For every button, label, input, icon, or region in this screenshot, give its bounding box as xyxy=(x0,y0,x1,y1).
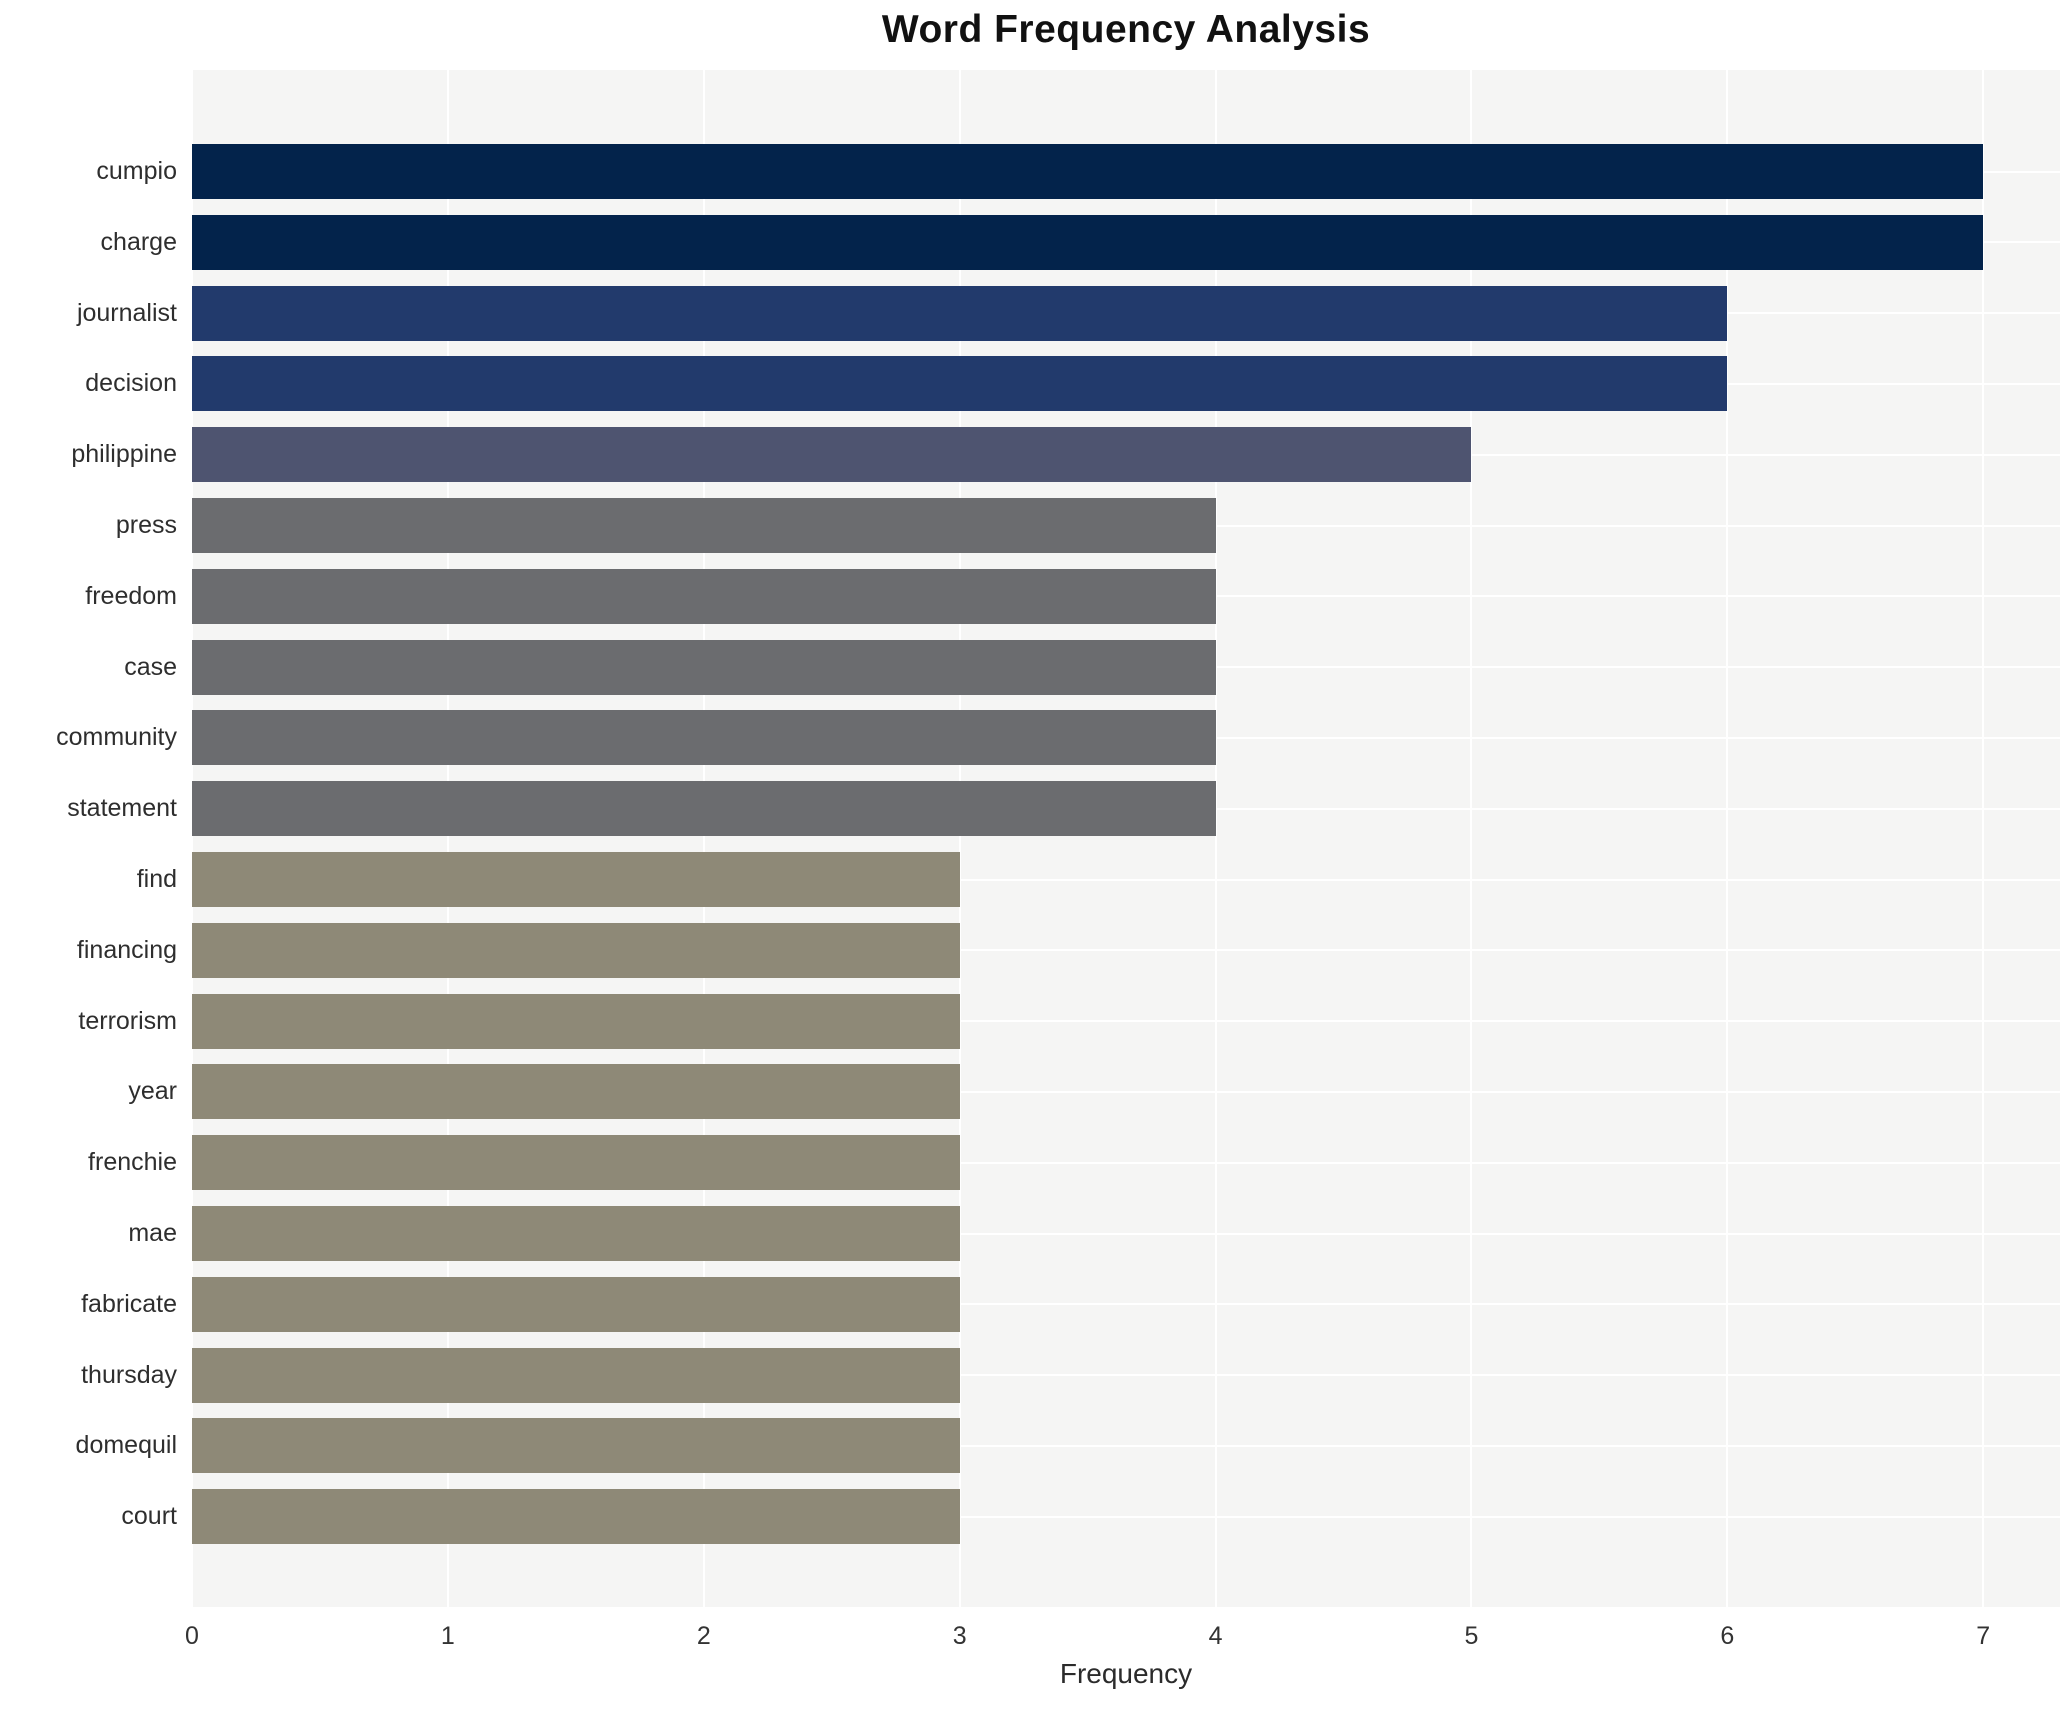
gridline-horizontal xyxy=(192,878,2060,881)
gridline-horizontal xyxy=(192,1232,2060,1235)
y-axis-labels: cumpio charge journalist decision philippine… xyxy=(0,70,183,1607)
gridline-horizontal xyxy=(192,1303,2060,1306)
y-tick-label: find xyxy=(136,865,177,893)
x-tick-label: 1 xyxy=(440,1622,455,1650)
bar xyxy=(192,568,1216,624)
bar xyxy=(192,214,1984,270)
bar xyxy=(192,710,1216,766)
bar xyxy=(192,285,1728,341)
bar xyxy=(192,781,1216,837)
gridline-horizontal xyxy=(192,1374,2060,1377)
gridline-horizontal xyxy=(192,949,2060,952)
bar xyxy=(192,1276,960,1332)
y-tick-label: terrorism xyxy=(78,1006,177,1035)
y-tick-label: court xyxy=(121,1502,177,1531)
gridline-horizontal xyxy=(192,1515,2060,1518)
bar xyxy=(192,498,1216,553)
x-axis-title: Frequency xyxy=(1059,1658,1193,1689)
y-tick-label: journalist xyxy=(76,298,177,327)
chart-title: Word Frequency Analysis xyxy=(881,8,1371,51)
gridline-vertical xyxy=(1982,70,1985,1607)
bar xyxy=(192,427,1472,483)
x-tick-label: 2 xyxy=(696,1622,711,1650)
bar xyxy=(192,993,960,1049)
y-tick-label: cumpio xyxy=(96,157,177,185)
y-tick-label: decision xyxy=(85,369,177,398)
x-tick-label: 7 xyxy=(1976,1622,1991,1650)
x-tick-label: 3 xyxy=(952,1622,967,1650)
gridline-vertical xyxy=(958,70,961,1607)
bar xyxy=(192,639,1216,695)
y-tick-label: charge xyxy=(100,227,177,256)
bar xyxy=(192,1064,960,1120)
plot-area xyxy=(191,70,2060,1607)
bar xyxy=(192,1206,960,1261)
y-tick-label: case xyxy=(124,652,177,681)
bar xyxy=(192,922,960,978)
y-tick-label: financing xyxy=(76,935,177,964)
gridline-horizontal xyxy=(192,1090,2060,1093)
gridline-horizontal xyxy=(192,1020,2060,1023)
bar xyxy=(192,144,1984,199)
gridline-vertical xyxy=(191,70,193,1607)
y-tick-label: domequil xyxy=(75,1431,177,1460)
bar xyxy=(192,1135,960,1191)
bar xyxy=(192,1418,960,1474)
y-tick-label: press xyxy=(115,511,177,539)
bar xyxy=(192,356,1728,412)
y-tick-label: year xyxy=(128,1077,177,1106)
x-tick-label: 4 xyxy=(1208,1622,1223,1650)
bar xyxy=(192,1347,960,1403)
bar xyxy=(192,852,960,907)
gridline-vertical xyxy=(702,70,705,1607)
y-tick-label: philippine xyxy=(71,440,177,469)
y-tick-label: statement xyxy=(67,794,177,823)
gridline-vertical xyxy=(446,70,449,1607)
gridline-vertical xyxy=(1470,70,1473,1607)
y-tick-label: frenchie xyxy=(88,1148,177,1177)
x-tick-label: 0 xyxy=(185,1622,199,1650)
x-tick-label: 5 xyxy=(1464,1622,1479,1650)
gridline-horizontal xyxy=(192,1444,2060,1447)
y-tick-label: fabricate xyxy=(81,1289,177,1318)
y-tick-label: mae xyxy=(128,1219,177,1247)
y-tick-label: community xyxy=(56,723,177,752)
gridline-horizontal xyxy=(192,1161,2060,1164)
y-tick-label: freedom xyxy=(85,581,177,610)
y-tick-label: thursday xyxy=(81,1360,177,1389)
bar xyxy=(192,1489,960,1545)
gridline-vertical xyxy=(1726,70,1729,1607)
x-tick-label: 6 xyxy=(1720,1622,1735,1650)
gridline-vertical xyxy=(1214,70,1217,1607)
